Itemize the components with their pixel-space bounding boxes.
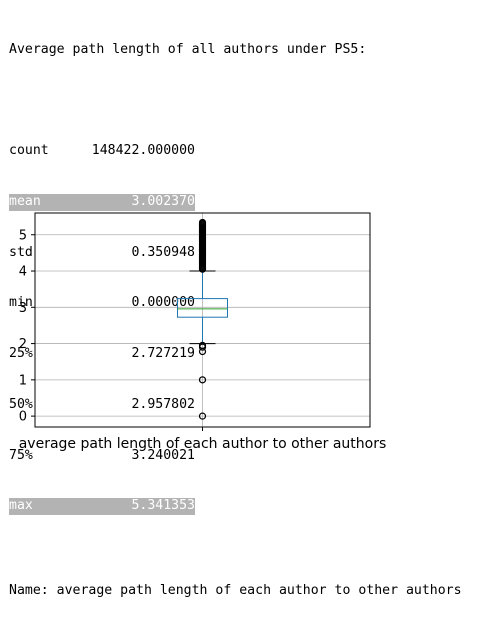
iqr-box [177, 298, 228, 318]
stat-row-min: min 0.000000 [9, 295, 195, 312]
boxplot-chart: 0 1 2 3 4 5 average path length of each autho… [19, 212, 387, 452]
y-tick-label: 3 [19, 301, 27, 316]
stat-value: 2.957802 [131, 396, 195, 412]
x-tick-label: average path length of each author to ot… [19, 436, 387, 452]
stat-value: 0.000000 [131, 295, 195, 311]
outlier-point [198, 218, 207, 227]
outlier-point [198, 341, 207, 349]
y-axis: 0 1 2 3 4 5 [19, 228, 35, 425]
stat-value: 2.727219 [131, 346, 195, 362]
stat-row-50: 50% 2.957802 [9, 397, 195, 414]
x-axis: average path length of each author to ot… [19, 427, 387, 452]
stat-row-mean: mean 3.002370 [9, 194, 195, 211]
stat-key: count [9, 143, 49, 159]
y-tick-label: 4 [19, 265, 27, 280]
stat-key: max [9, 498, 33, 514]
stat-row-count: count 148422.000000 [9, 143, 195, 160]
stat-value: 148422.000000 [91, 143, 195, 159]
output-heading: Average path length of all authors under… [9, 41, 367, 57]
stat-key: 50% [9, 396, 33, 412]
stat-key: 25% [9, 346, 33, 362]
stat-value: 3.002370 [131, 194, 195, 210]
stat-key: std [9, 244, 33, 260]
y-tick-label: 0 [19, 410, 27, 425]
stat-key: 75% [9, 447, 33, 463]
stat-value: 0.350948 [131, 244, 195, 260]
outlier-point [198, 376, 207, 384]
stat-row-25: 25% 2.727219 [9, 346, 195, 363]
stat-row-75: 75% 3.240021 [9, 448, 195, 465]
series-name-line: Name: average path length of each author… [9, 582, 462, 598]
outlier-point [198, 412, 207, 420]
stat-value: 5.341353 [131, 498, 195, 514]
stat-row-max: max 5.341353 [9, 498, 195, 516]
y-tick-label: 1 [19, 373, 27, 388]
stat-key: mean [9, 194, 41, 210]
y-tick-label: 2 [19, 337, 27, 352]
stat-row-std: std 0.350948 [9, 245, 195, 262]
stat-value: 3.240021 [131, 447, 195, 463]
y-tick-label: 5 [19, 228, 27, 243]
stat-key: min [9, 295, 33, 311]
boxplot-series [177, 218, 228, 420]
